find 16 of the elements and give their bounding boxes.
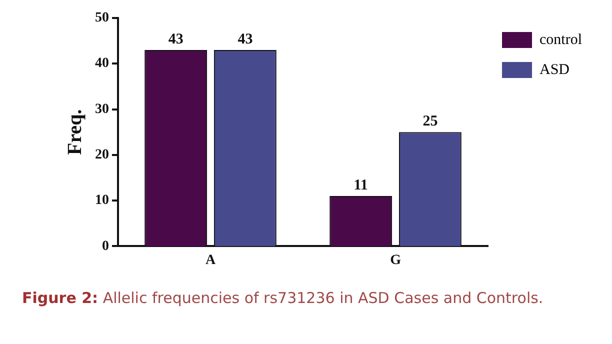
legend-label: control: [540, 32, 582, 48]
data-label: 25: [422, 113, 438, 130]
x-tick-label: G: [390, 253, 402, 268]
y-tick-label: 0: [102, 238, 109, 254]
y-tick-label: 30: [95, 102, 109, 117]
y-tick-label: 10: [95, 193, 109, 208]
y-tick-label: 20: [95, 148, 109, 163]
data-label: 43: [168, 31, 184, 48]
data-label: 43: [238, 31, 253, 48]
legend-label: ASD: [540, 62, 570, 78]
data-label: 11: [354, 177, 368, 194]
y-tick-label: 50: [95, 10, 109, 26]
caption: Figure 2: Allelic frequencies of rs731236 in ASD Cases and Controls.: [22, 288, 544, 308]
x-tick-label: A: [205, 253, 216, 268]
y-axis-title: Freq.: [64, 109, 86, 155]
y-tick-label: 40: [95, 56, 109, 72]
